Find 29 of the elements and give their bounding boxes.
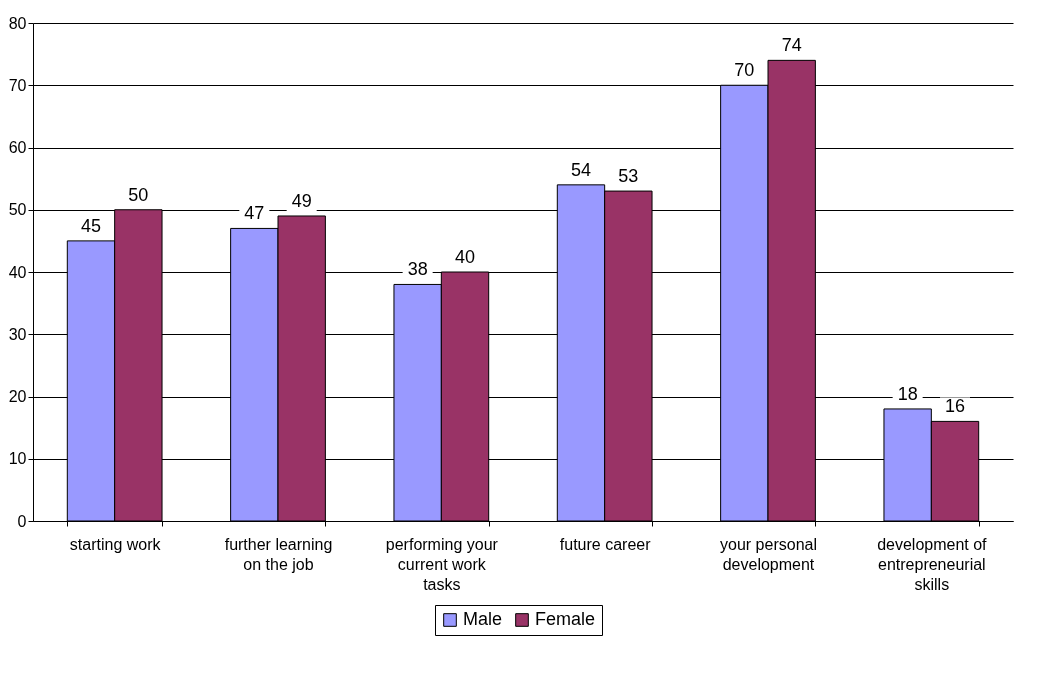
data-label: 47 xyxy=(244,203,265,224)
y-tick-label: 50 xyxy=(8,201,27,219)
x-tick-label: development of entrepreneurial skills xyxy=(877,535,988,593)
y-tick-label: 30 xyxy=(8,325,27,343)
data-label: 70 xyxy=(734,60,755,81)
data-label: 50 xyxy=(128,184,149,205)
y-tick-label: 0 xyxy=(17,512,27,530)
data-label: 54 xyxy=(570,159,591,180)
y-tick-label: 10 xyxy=(8,450,27,468)
y-tick-label: 80 xyxy=(8,14,27,32)
legend-label: Male xyxy=(463,609,503,629)
y-tick-label: 60 xyxy=(8,139,27,156)
y-tick-label: 70 xyxy=(8,76,27,94)
y-tick-label: 20 xyxy=(8,388,27,405)
y-tick-label: 40 xyxy=(8,263,27,281)
x-tick-label: future career xyxy=(559,535,652,553)
legend-label: Female xyxy=(535,609,596,629)
data-label: 38 xyxy=(407,259,428,280)
x-tick-label: further learning on the job xyxy=(224,535,333,573)
data-label: 16 xyxy=(945,396,966,417)
data-label: 74 xyxy=(781,35,802,56)
x-tick-label: starting work xyxy=(69,535,162,553)
data-label: 49 xyxy=(291,190,312,211)
x-tick-label: your personal development xyxy=(720,535,817,573)
data-label: 53 xyxy=(618,166,639,187)
data-label: 40 xyxy=(455,247,476,267)
data-label: 18 xyxy=(897,383,918,404)
data-label: 45 xyxy=(80,215,101,236)
x-tick-label: performing your current work tasks xyxy=(385,535,499,593)
